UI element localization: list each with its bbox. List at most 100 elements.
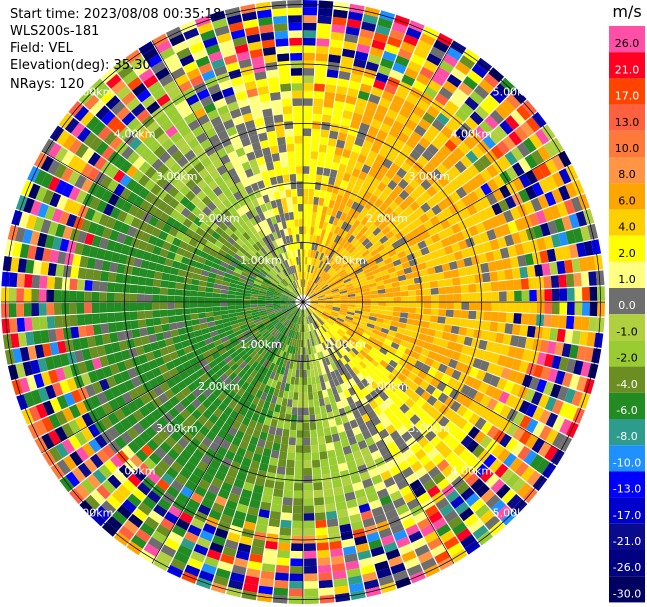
radar-gate [490, 145, 504, 160]
radar-gate [222, 198, 232, 209]
radar-gate [354, 289, 363, 294]
radar-gate [372, 268, 381, 275]
radar-gate [320, 405, 327, 414]
radar-gate [259, 431, 268, 441]
radar-gate [178, 80, 193, 93]
radar-gate [170, 479, 184, 492]
radar-gate [439, 339, 449, 349]
radar-gate [277, 182, 285, 192]
radar-gate [327, 347, 334, 356]
radar-gate [325, 297, 333, 300]
radar-gate [330, 314, 338, 319]
radar-gate [165, 466, 179, 480]
radar-gate [303, 309, 305, 318]
radar-gate [193, 543, 209, 556]
radar-gate [214, 278, 223, 285]
radar-gate [349, 119, 361, 130]
radar-gate [181, 161, 194, 173]
radar-gate [347, 309, 356, 313]
radar-gate [264, 54, 277, 64]
radar-gate [422, 442, 435, 454]
radar-gate [189, 100, 203, 113]
radar-gate [303, 362, 307, 370]
radar-gate [267, 76, 280, 86]
radar-gate [231, 275, 240, 281]
radar-gate [197, 296, 205, 302]
radar-gate [122, 478, 137, 493]
radar-gate [62, 407, 75, 422]
radar-gate [235, 147, 246, 158]
radar-gate [182, 283, 192, 291]
radar-gate [55, 442, 69, 459]
radar-gate [268, 192, 276, 202]
radar-gate [131, 328, 141, 339]
radar-gate [471, 63, 488, 79]
radar-gate [213, 123, 226, 134]
radar-gate [314, 337, 320, 345]
radar-gate [403, 267, 413, 275]
radar-gate [349, 419, 359, 429]
radar-gate [532, 225, 544, 239]
radar-gate [217, 129, 229, 141]
radar-gate [69, 290, 77, 302]
radar-gate [392, 259, 402, 267]
radar-gate [452, 277, 461, 286]
radar-gate [423, 59, 438, 73]
radar-gate [396, 503, 410, 516]
radar-gate [565, 404, 578, 421]
radar-gate [312, 284, 319, 291]
radar-gate [344, 318, 353, 324]
colorbar-label: 21.0 [615, 63, 640, 76]
colorbar-label: 6.0 [618, 194, 636, 207]
radar-gate [281, 307, 290, 312]
radar-gate [18, 377, 31, 393]
radar-gate [323, 254, 330, 263]
radar-gate [281, 398, 288, 407]
radar-gate [525, 418, 539, 434]
radar-gate [377, 335, 386, 343]
radar-gate [251, 491, 263, 502]
radar-gate [173, 551, 190, 565]
radar-gate [267, 288, 275, 293]
radar-gate [303, 218, 307, 227]
radar-gate [234, 43, 249, 54]
radar-gate [394, 14, 410, 27]
radar-gate [479, 196, 491, 209]
radar-gate [94, 156, 107, 171]
radar-gate [164, 436, 177, 448]
radar-gate [168, 418, 181, 431]
radar-gate [351, 277, 360, 283]
radar-gate [315, 527, 328, 536]
radar-gate [391, 240, 401, 249]
radar-gate [191, 206, 202, 217]
radar-gate [416, 295, 424, 302]
radar-gate [195, 242, 205, 251]
radar-gate [31, 303, 40, 317]
radar-gate [434, 150, 447, 163]
radar-gate [316, 291, 324, 296]
radar-gate [123, 519, 139, 535]
radar-gate [289, 573, 303, 582]
radar-gate [303, 498, 314, 506]
radar-gate [296, 308, 301, 317]
radar-gate [394, 436, 406, 448]
radar-gate [370, 359, 380, 368]
radar-gate [418, 473, 432, 486]
radar-gate [325, 404, 333, 413]
radar-gate [289, 314, 295, 321]
radar-gate [107, 312, 116, 323]
radar-gate [394, 245, 404, 254]
velocity-colorbar: m/s 26.021.017.013.010.08.06.04.02.01.00… [609, 2, 645, 603]
radar-gate [443, 270, 452, 279]
radar-gate [438, 302, 447, 309]
radar-gate [282, 497, 293, 506]
radar-gate [46, 303, 55, 316]
radar-gate [295, 166, 303, 174]
radar-gate [483, 73, 500, 88]
radar-gate [384, 283, 393, 289]
radar-gate [301, 271, 303, 280]
radar-gate [255, 355, 264, 364]
radar-gate [303, 143, 311, 152]
radar-gate [439, 530, 456, 544]
radar-gate [396, 327, 406, 335]
